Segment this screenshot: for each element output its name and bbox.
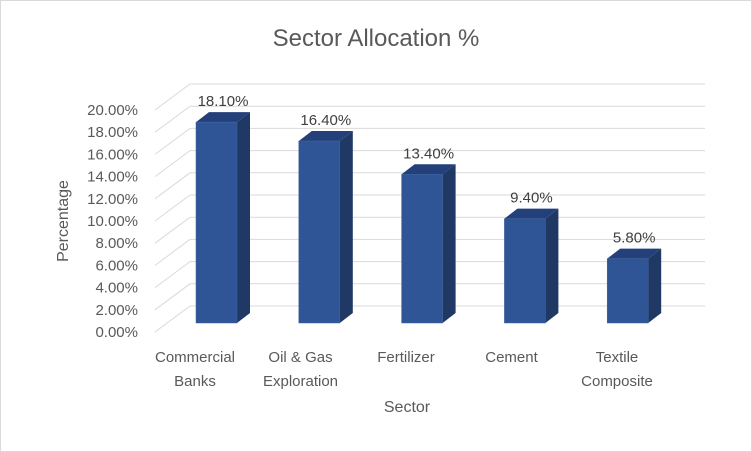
x-tick-label: Cement (485, 349, 538, 366)
x-axis-label: Sector (384, 399, 431, 416)
bar-top (401, 164, 456, 175)
y-tick-label: 0.00% (95, 324, 138, 341)
y-tick-label: 20.00% (87, 102, 138, 119)
x-tick-label: Composite (581, 373, 653, 390)
data-label: 5.80% (613, 230, 656, 247)
data-label: 18.10% (198, 93, 249, 110)
chart-title: Sector Allocation % (273, 25, 480, 52)
bar-side (237, 112, 250, 323)
bar-front (504, 218, 546, 324)
gridline (154, 83, 705, 111)
bar-front (401, 174, 443, 324)
data-label: 16.40% (300, 112, 351, 129)
bar (195, 112, 250, 324)
bar (606, 248, 662, 324)
x-tick-label: Exploration (263, 373, 338, 390)
bar-front (195, 121, 238, 324)
bar-side (648, 248, 662, 323)
gridline (154, 150, 705, 178)
y-tick-label: 14.00% (87, 169, 138, 186)
data-label: 13.40% (403, 145, 454, 162)
bar-top (607, 248, 662, 259)
bar (401, 164, 456, 324)
bar (298, 130, 353, 324)
y-tick-label: 12.00% (87, 191, 138, 208)
x-tick-label: Textile (596, 349, 639, 366)
x-tick-label: Banks (174, 373, 216, 390)
bar-side (339, 130, 353, 323)
bar-side (545, 208, 559, 323)
bar-front (606, 258, 649, 324)
y-tick-label: 18.00% (87, 124, 138, 141)
gridline (154, 172, 705, 200)
y-tick-label: 16.00% (87, 146, 138, 163)
gridline (154, 127, 705, 155)
y-axis-label: Percentage (55, 180, 72, 262)
y-tick-label: 8.00% (95, 235, 138, 252)
bar-side (442, 164, 456, 323)
y-tick-label: 10.00% (87, 213, 138, 230)
x-tick-label: Oil & Gas (268, 349, 332, 366)
bar (504, 208, 559, 324)
y-tick-label: 4.00% (95, 280, 138, 297)
x-tick-label: Fertilizer (377, 349, 435, 366)
y-tick-label: 6.00% (95, 257, 138, 274)
bar-front (298, 140, 341, 324)
bar-top (504, 208, 559, 219)
gridline (154, 105, 705, 133)
y-tick-label: 2.00% (95, 302, 138, 319)
bar-top (196, 112, 250, 123)
x-tick-label: Commercial (155, 349, 235, 366)
bar-top (298, 130, 353, 141)
gridline (154, 194, 705, 222)
data-label: 9.40% (510, 190, 553, 207)
